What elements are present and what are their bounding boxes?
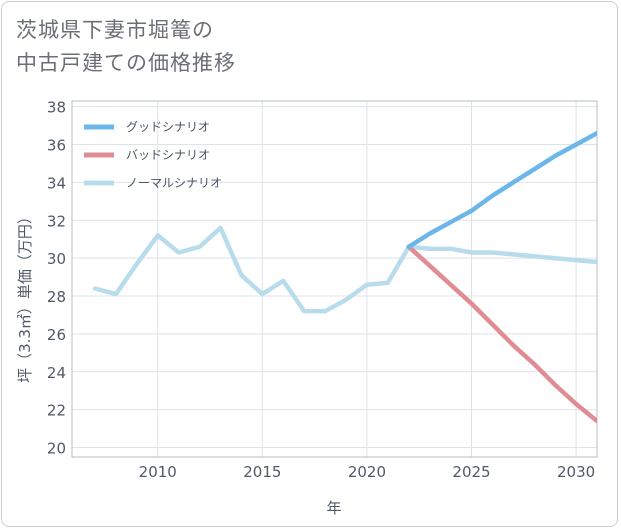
- series-line-1: [406, 244, 597, 424]
- y-tick-label: 22: [47, 402, 66, 420]
- x-tick-label: 2010: [139, 463, 177, 481]
- x-axis-label: 年: [326, 499, 341, 517]
- x-tick-label: 2030: [557, 463, 595, 481]
- y-tick-label: 38: [47, 99, 66, 117]
- y-tick-label: 20: [47, 440, 66, 458]
- y-tick-label: 32: [47, 212, 66, 230]
- x-tick-label: 2025: [452, 463, 490, 481]
- y-tick-label: 34: [47, 174, 66, 192]
- series-line-0: [406, 130, 597, 250]
- y-tick-label: 28: [47, 288, 66, 306]
- y-axis-label: 坪（3.3㎡）単価（万円）: [16, 209, 34, 383]
- legend-label: グッドシナリオ: [126, 120, 210, 134]
- legend-label: ノーマルシナリオ: [126, 176, 222, 190]
- plot-frame: [71, 100, 598, 458]
- x-tick-label: 2015: [243, 463, 281, 481]
- y-tick-label: 30: [47, 250, 66, 268]
- series-line-2: [92, 225, 597, 314]
- legend-label: バッドシナリオ: [126, 148, 210, 162]
- y-tick-label: 36: [47, 137, 66, 155]
- y-tick-labels: 20 22 24 26 28 30 32 34 36 38: [47, 99, 66, 458]
- series-lines: [92, 130, 597, 424]
- x-tick-label: 2020: [348, 463, 386, 481]
- title-line-1: 茨城県下妻市堀篭の: [16, 18, 214, 42]
- y-tick-label: 26: [47, 326, 66, 344]
- title-line-2: 中古戸建ての価格推移: [16, 51, 236, 75]
- x-tick-labels: 2010 2015 2020 2025 2030: [139, 463, 596, 481]
- grid: [72, 101, 597, 457]
- y-tick-label: 24: [47, 364, 66, 382]
- chart-title: 茨城県下妻市堀篭の 中古戸建ての価格推移: [16, 14, 236, 80]
